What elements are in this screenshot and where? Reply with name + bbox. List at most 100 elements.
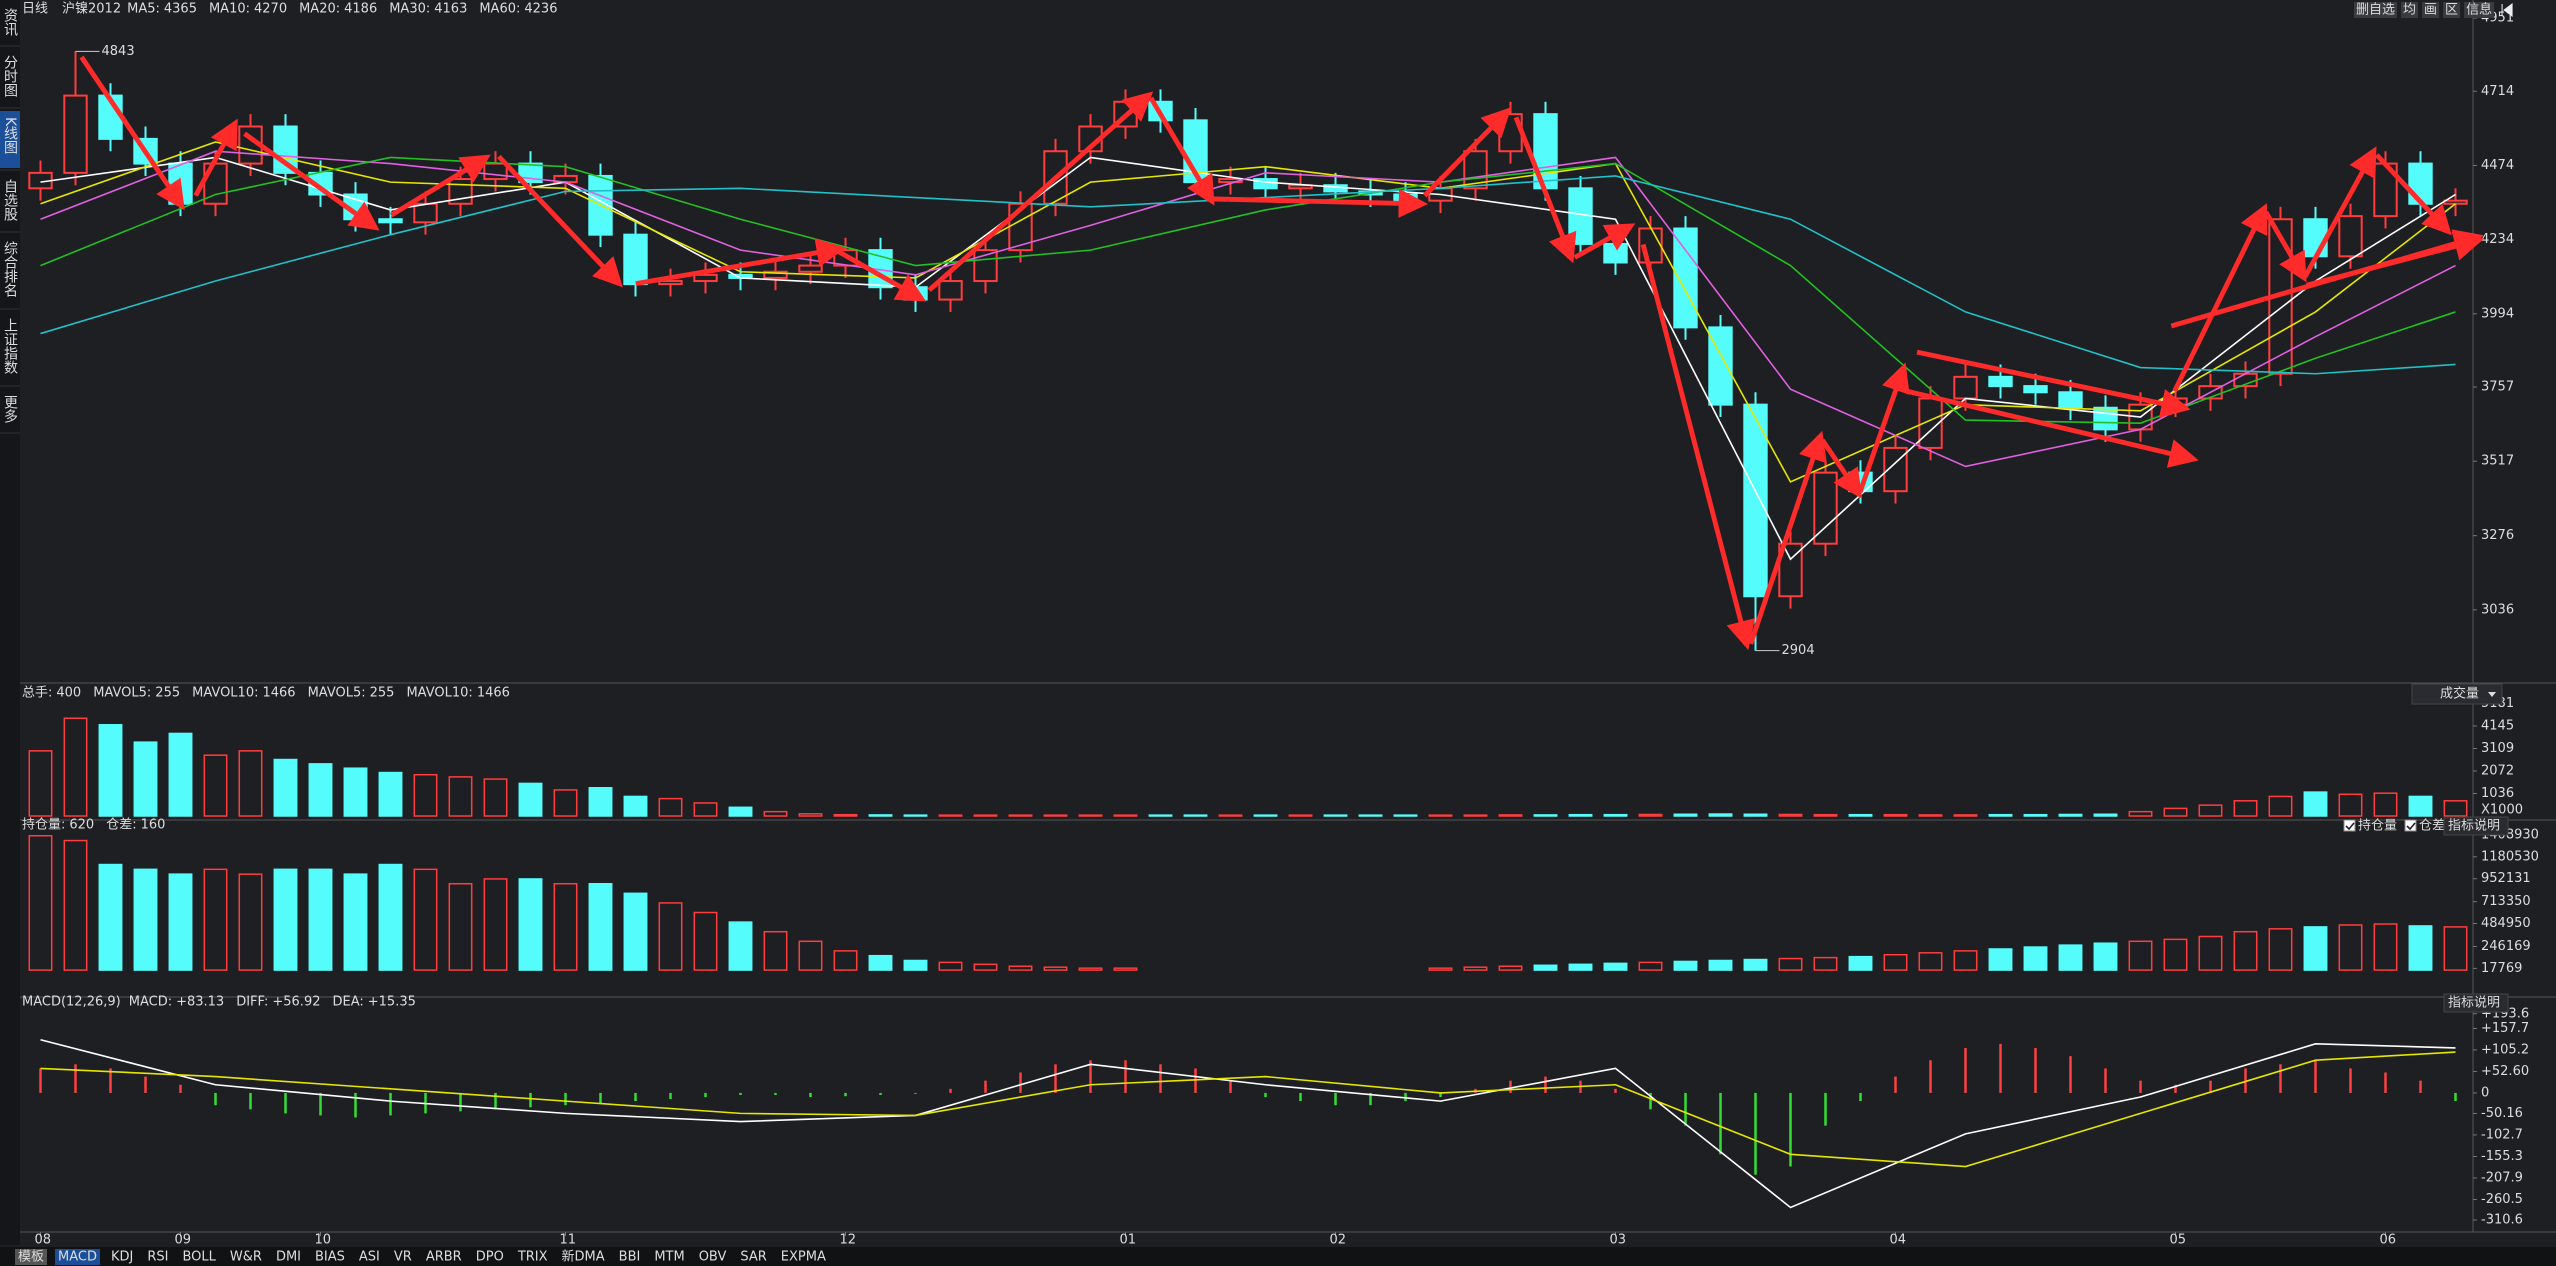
indicator-tab[interactable]: W&R bbox=[230, 1250, 262, 1265]
trend-arrow bbox=[1573, 223, 1636, 260]
dropdown-caret bbox=[2488, 692, 2496, 697]
bar bbox=[2268, 795, 2293, 817]
bar bbox=[2198, 804, 2223, 817]
bar bbox=[63, 717, 88, 817]
bar bbox=[1673, 813, 1698, 817]
indicator-tab[interactable]: BIAS bbox=[315, 1250, 345, 1265]
y-tick-label: 2072 bbox=[2481, 763, 2514, 778]
sidebar-tab[interactable]: 综合排名 bbox=[2, 241, 18, 297]
y-tick-label: 1036 bbox=[2481, 786, 2514, 801]
trend-arrow bbox=[2263, 210, 2307, 283]
toolbar-button-bg[interactable] bbox=[2464, 2, 2495, 18]
indicator-tab-bg[interactable] bbox=[15, 1249, 48, 1265]
toolbar-icon[interactable] bbox=[2501, 3, 2513, 17]
indicator-tab-bg[interactable] bbox=[55, 1249, 100, 1265]
trend-arrow bbox=[2172, 203, 2268, 393]
macd-line bbox=[40, 1051, 2456, 1168]
sidebar-tab[interactable]: 上证指数 bbox=[2, 318, 18, 374]
bar bbox=[1113, 814, 1138, 817]
bar bbox=[2443, 926, 2468, 971]
toolbar-button[interactable]: 信息 bbox=[2466, 2, 2492, 18]
sidebar-tab[interactable]: 分时图 bbox=[2, 55, 18, 97]
bar bbox=[1988, 948, 2013, 971]
checkbox[interactable] bbox=[2404, 819, 2417, 832]
indicator-tab[interactable]: 模板 bbox=[18, 1250, 44, 1265]
indicator-value: 255 bbox=[370, 686, 395, 701]
bar bbox=[1603, 962, 1628, 971]
indicator-tab[interactable]: MACD bbox=[58, 1250, 97, 1265]
indicator-title: MACD(12,26,9) bbox=[22, 995, 121, 1010]
bar bbox=[938, 814, 963, 817]
indicator-tab[interactable]: ARBR bbox=[426, 1250, 462, 1265]
toolbar-button[interactable]: 画 bbox=[2424, 3, 2437, 18]
indicator-tab[interactable]: DMI bbox=[276, 1250, 301, 1265]
indicator-label: 持仓量: bbox=[22, 818, 65, 833]
y-tick-label: +105.2 bbox=[2481, 1042, 2529, 1057]
bar bbox=[2093, 813, 2118, 817]
toggle-label[interactable]: 持仓量 bbox=[2358, 819, 2397, 834]
sidebar-tab[interactable]: 更多 bbox=[2, 395, 18, 423]
indicator-tab[interactable]: BBI bbox=[619, 1250, 641, 1265]
bar bbox=[343, 767, 368, 817]
y-tick-label: 4234 bbox=[2481, 232, 2514, 247]
indicator-tab[interactable]: KDJ bbox=[111, 1250, 133, 1265]
indicator-value: 400 bbox=[56, 686, 81, 701]
toolbar-button-bg[interactable] bbox=[2443, 2, 2461, 18]
indicator-tab[interactable]: TRIX bbox=[517, 1250, 548, 1265]
symbol: 沪镍2012 bbox=[62, 1, 121, 17]
bar bbox=[903, 959, 928, 971]
toolbar-button-bg[interactable] bbox=[2401, 2, 2419, 18]
bar bbox=[833, 813, 858, 817]
dropdown-label[interactable]: 成交量 bbox=[2440, 686, 2479, 702]
toolbar-button[interactable]: 均 bbox=[2403, 3, 2416, 18]
toggle-label[interactable]: 仓差 bbox=[2419, 819, 2445, 834]
sidebar-tab[interactable]: 自选股 bbox=[2, 179, 18, 222]
candle-body bbox=[623, 233, 648, 286]
indicator-tab[interactable]: EXPMA bbox=[781, 1250, 826, 1265]
toolbar-button[interactable]: 删自选 bbox=[2356, 3, 2395, 18]
dropdown[interactable] bbox=[2411, 683, 2503, 705]
sidebar-tab[interactable]: 资讯 bbox=[2, 8, 18, 37]
toolbar-button-bg[interactable] bbox=[2422, 2, 2440, 18]
bar bbox=[28, 750, 53, 817]
x-tick-label: 08 bbox=[35, 1233, 52, 1248]
y-tick-label: -207.9 bbox=[2481, 1170, 2523, 1185]
bar bbox=[1743, 813, 1768, 817]
indicator-tab[interactable]: RSI bbox=[147, 1250, 168, 1265]
indicator-tab[interactable]: MTM bbox=[654, 1250, 684, 1265]
bar bbox=[693, 802, 718, 817]
help-button[interactable] bbox=[2443, 816, 2509, 836]
indicator-tab[interactable]: 新DMA bbox=[562, 1249, 605, 1265]
help-label[interactable]: 指标说明 bbox=[2448, 996, 2500, 1011]
help-label[interactable]: 指标说明 bbox=[2448, 819, 2500, 834]
ma-legend-value: 4365 bbox=[164, 2, 197, 17]
sidebar-tab[interactable]: K线图 bbox=[2, 117, 18, 155]
bar bbox=[2408, 925, 2433, 971]
candle-body bbox=[1708, 326, 1733, 406]
bar bbox=[1113, 967, 1138, 971]
indicator-tab[interactable]: BOLL bbox=[182, 1250, 216, 1265]
trend-arrow bbox=[1422, 107, 1512, 198]
bar bbox=[1533, 814, 1558, 817]
indicator-tab[interactable]: DPO bbox=[476, 1250, 504, 1265]
help-button[interactable] bbox=[2443, 993, 2509, 1013]
indicator-tab[interactable]: ASI bbox=[359, 1250, 380, 1265]
bar bbox=[1463, 966, 1488, 971]
bar bbox=[1743, 958, 1768, 971]
indicator-label: MAVOL10: bbox=[192, 686, 258, 701]
candle-body bbox=[1953, 375, 1978, 400]
toolbar-button-bg[interactable] bbox=[2354, 2, 2398, 18]
bar bbox=[1778, 957, 1803, 971]
bar bbox=[168, 873, 193, 971]
indicator-tab[interactable]: VR bbox=[394, 1250, 412, 1265]
indicator-tab[interactable]: SAR bbox=[740, 1250, 766, 1265]
indicator-tab[interactable]: OBV bbox=[699, 1250, 727, 1265]
bar bbox=[1183, 814, 1208, 817]
checkbox[interactable] bbox=[2343, 819, 2356, 832]
bar bbox=[1848, 955, 1873, 971]
toolbar-button[interactable]: 区 bbox=[2445, 3, 2458, 18]
x-tick-label: 02 bbox=[1330, 1233, 1347, 1248]
